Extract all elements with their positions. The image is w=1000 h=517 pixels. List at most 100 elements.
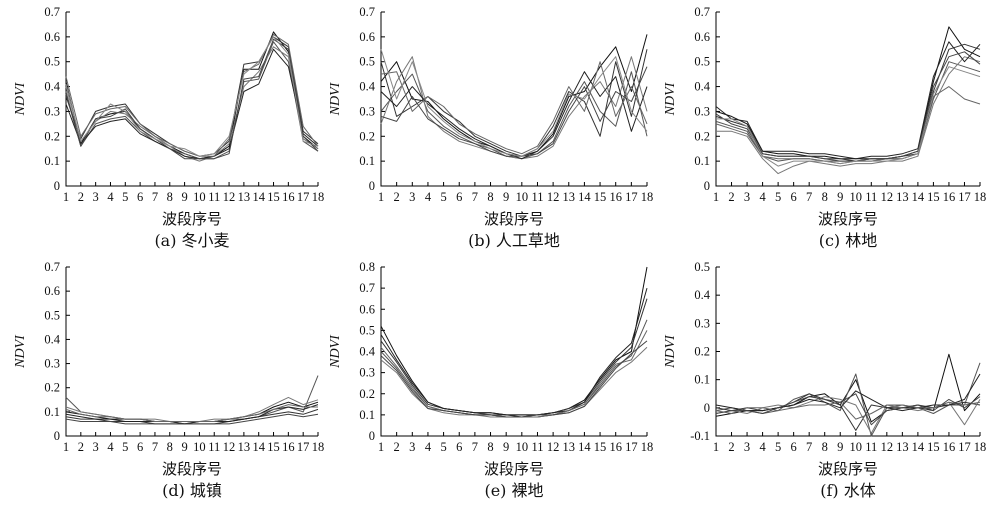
y-axis-label: NDVI [328, 334, 343, 369]
y-tick-label: 0.7 [44, 260, 60, 274]
x-tick-label: 10 [850, 190, 863, 204]
x-tick-label: 6 [456, 440, 462, 454]
x-axis-label: 波段序号 [484, 210, 544, 228]
y-tick-label: 0.8 [359, 260, 375, 274]
series-line [715, 86, 981, 165]
y-tick-label: 0.2 [44, 381, 60, 395]
y-axis-label: NDVI [663, 334, 678, 369]
y-tick-label: 0.4 [694, 288, 710, 302]
x-tick-label: 1 [713, 190, 719, 204]
panel-caption: (c) 林地 [819, 231, 878, 250]
y-tick-label: 0.3 [44, 104, 60, 118]
x-tick-label: 10 [193, 190, 206, 204]
series-line [716, 66, 981, 167]
x-tick-label: 4 [759, 440, 766, 454]
series-line [715, 26, 981, 160]
y-tick-label: 0 [704, 401, 710, 415]
y-tick-label: 0.1 [359, 154, 375, 168]
series-line [65, 41, 319, 160]
series-line [65, 36, 319, 157]
x-tick-label: 17 [297, 440, 310, 454]
y-tick-label: 0.2 [694, 345, 710, 359]
series-line [65, 413, 319, 425]
x-tick-label: 10 [193, 440, 206, 454]
y-tick-label: 0.7 [359, 5, 375, 19]
x-tick-label: 17 [297, 190, 310, 204]
series-line [380, 346, 648, 418]
x-tick-label: 18 [974, 190, 987, 204]
x-tick-label: 7 [472, 190, 478, 204]
x-tick-label: 12 [881, 190, 894, 204]
y-tick-label: 0.3 [359, 104, 375, 118]
y-tick-label: 0 [54, 429, 60, 443]
series-line [380, 49, 648, 157]
x-tick-label: 4 [107, 190, 114, 204]
chart-panel-6: -0.100.10.20.30.40.51 2 3 4 5 6 7 8 9 10 11 12 13 14 1… [663, 260, 986, 500]
x-tick-label: 5 [122, 440, 128, 454]
series-line [380, 56, 648, 160]
y-tick-label: 0.5 [359, 323, 375, 337]
x-tick-label: 8 [822, 190, 828, 204]
y-tick-label: 0.1 [694, 373, 710, 387]
x-tick-label: 8 [822, 440, 828, 454]
x-tick-label: 3 [409, 190, 415, 204]
series-line [715, 373, 981, 412]
x-tick-label: 14 [252, 190, 265, 204]
x-tick-label: 7 [472, 440, 478, 454]
y-axis-label: NDVI [13, 81, 28, 116]
x-tick-label: 14 [912, 440, 925, 454]
series-line [715, 41, 981, 160]
x-tick-label: 9 [181, 190, 187, 204]
y-tick-label: 0.7 [44, 5, 60, 19]
x-tick-label: 8 [167, 190, 173, 204]
x-tick-label: 15 [594, 440, 607, 454]
series-line [715, 401, 981, 420]
x-tick-label: 3 [93, 440, 99, 454]
y-tick-label: 0 [369, 429, 375, 443]
series-line [65, 33, 319, 157]
x-tick-label: 3 [409, 440, 415, 454]
x-tick-label: 4 [107, 440, 114, 454]
x-tick-label: 12 [547, 190, 560, 204]
x-tick-label: 15 [267, 440, 280, 454]
y-tick-label: 0.3 [694, 104, 710, 118]
x-tick-label: 13 [563, 190, 576, 204]
y-tick-label: 0.4 [694, 80, 710, 94]
x-tick-label: 17 [625, 440, 638, 454]
x-tick-label: 1 [378, 190, 384, 204]
x-tick-label: 9 [503, 440, 509, 454]
y-tick-label: 0.3 [694, 316, 710, 330]
x-tick-label: 14 [912, 190, 925, 204]
axis-lines [380, 267, 647, 437]
y-tick-label: 0.1 [359, 408, 375, 422]
x-axis-label: 波段序号 [818, 210, 878, 228]
x-tick-label: 9 [837, 440, 843, 454]
x-tick-label: 10 [516, 190, 529, 204]
x-tick-label: 2 [728, 440, 734, 454]
x-tick-label: 9 [181, 440, 187, 454]
x-axis-label: 波段序号 [162, 460, 222, 478]
x-tick-label: 1 [378, 440, 384, 454]
y-tick-label: 0.5 [44, 308, 60, 322]
x-tick-label: 17 [958, 190, 971, 204]
axis-lines [380, 12, 647, 187]
series-line [716, 56, 981, 175]
x-tick-label: 16 [943, 440, 956, 454]
y-tick-label: 0.3 [44, 357, 60, 371]
x-tick-label: 3 [93, 190, 99, 204]
y-tick-label: 0.4 [359, 345, 375, 359]
x-tick-label: 15 [927, 190, 940, 204]
x-tick-label: 2 [394, 190, 400, 204]
panel-caption: (d) 城镇 [162, 481, 222, 500]
x-tick-label: 9 [503, 190, 509, 204]
x-tick-label: 16 [943, 190, 956, 204]
y-tick-label: 0 [54, 179, 60, 193]
x-tick-label: 2 [78, 190, 84, 204]
y-tick-label: 0.6 [694, 30, 710, 44]
x-tick-label: 16 [609, 190, 622, 204]
y-tick-label: -0.1 [690, 429, 710, 443]
axis-lines [65, 12, 318, 187]
series-line [380, 66, 648, 157]
x-tick-label: 11 [531, 190, 543, 204]
